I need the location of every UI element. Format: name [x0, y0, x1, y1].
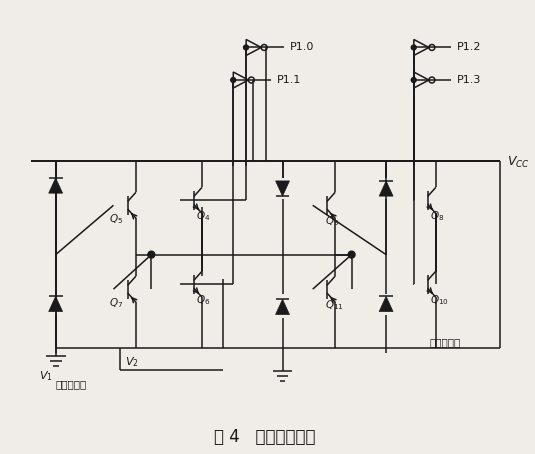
Text: $Q_{10}$: $Q_{10}$	[430, 293, 448, 307]
Text: $Q_{11}$: $Q_{11}$	[325, 298, 343, 312]
Polygon shape	[49, 178, 63, 193]
Text: $V_1$: $V_1$	[39, 369, 53, 383]
Circle shape	[348, 251, 355, 258]
Polygon shape	[276, 181, 289, 196]
Polygon shape	[49, 296, 63, 311]
Circle shape	[411, 45, 416, 50]
Text: P1.2: P1.2	[457, 43, 482, 53]
Circle shape	[243, 45, 248, 50]
Polygon shape	[379, 296, 393, 311]
Text: P1.0: P1.0	[289, 43, 314, 53]
Text: $Q_9$: $Q_9$	[325, 214, 339, 228]
Text: $Q_8$: $Q_8$	[430, 209, 444, 223]
Text: P1.1: P1.1	[277, 75, 301, 85]
Text: $Q_5$: $Q_5$	[109, 212, 123, 226]
Circle shape	[411, 78, 416, 83]
Circle shape	[148, 251, 155, 258]
Polygon shape	[379, 181, 393, 196]
Polygon shape	[276, 299, 289, 315]
Text: $Q_7$: $Q_7$	[109, 296, 123, 310]
Text: 公共输出端: 公共输出端	[430, 337, 461, 347]
Text: $V_{CC}$: $V_{CC}$	[508, 155, 530, 170]
Text: 图 4   电机倒向电路: 图 4 电机倒向电路	[214, 428, 316, 446]
Text: $Q_4$: $Q_4$	[196, 209, 210, 223]
Text: P1.3: P1.3	[457, 75, 482, 85]
Text: $V_2$: $V_2$	[125, 355, 139, 369]
Text: 接直流电机: 接直流电机	[56, 379, 87, 389]
Text: $Q_6$: $Q_6$	[196, 293, 210, 307]
Circle shape	[231, 78, 236, 83]
